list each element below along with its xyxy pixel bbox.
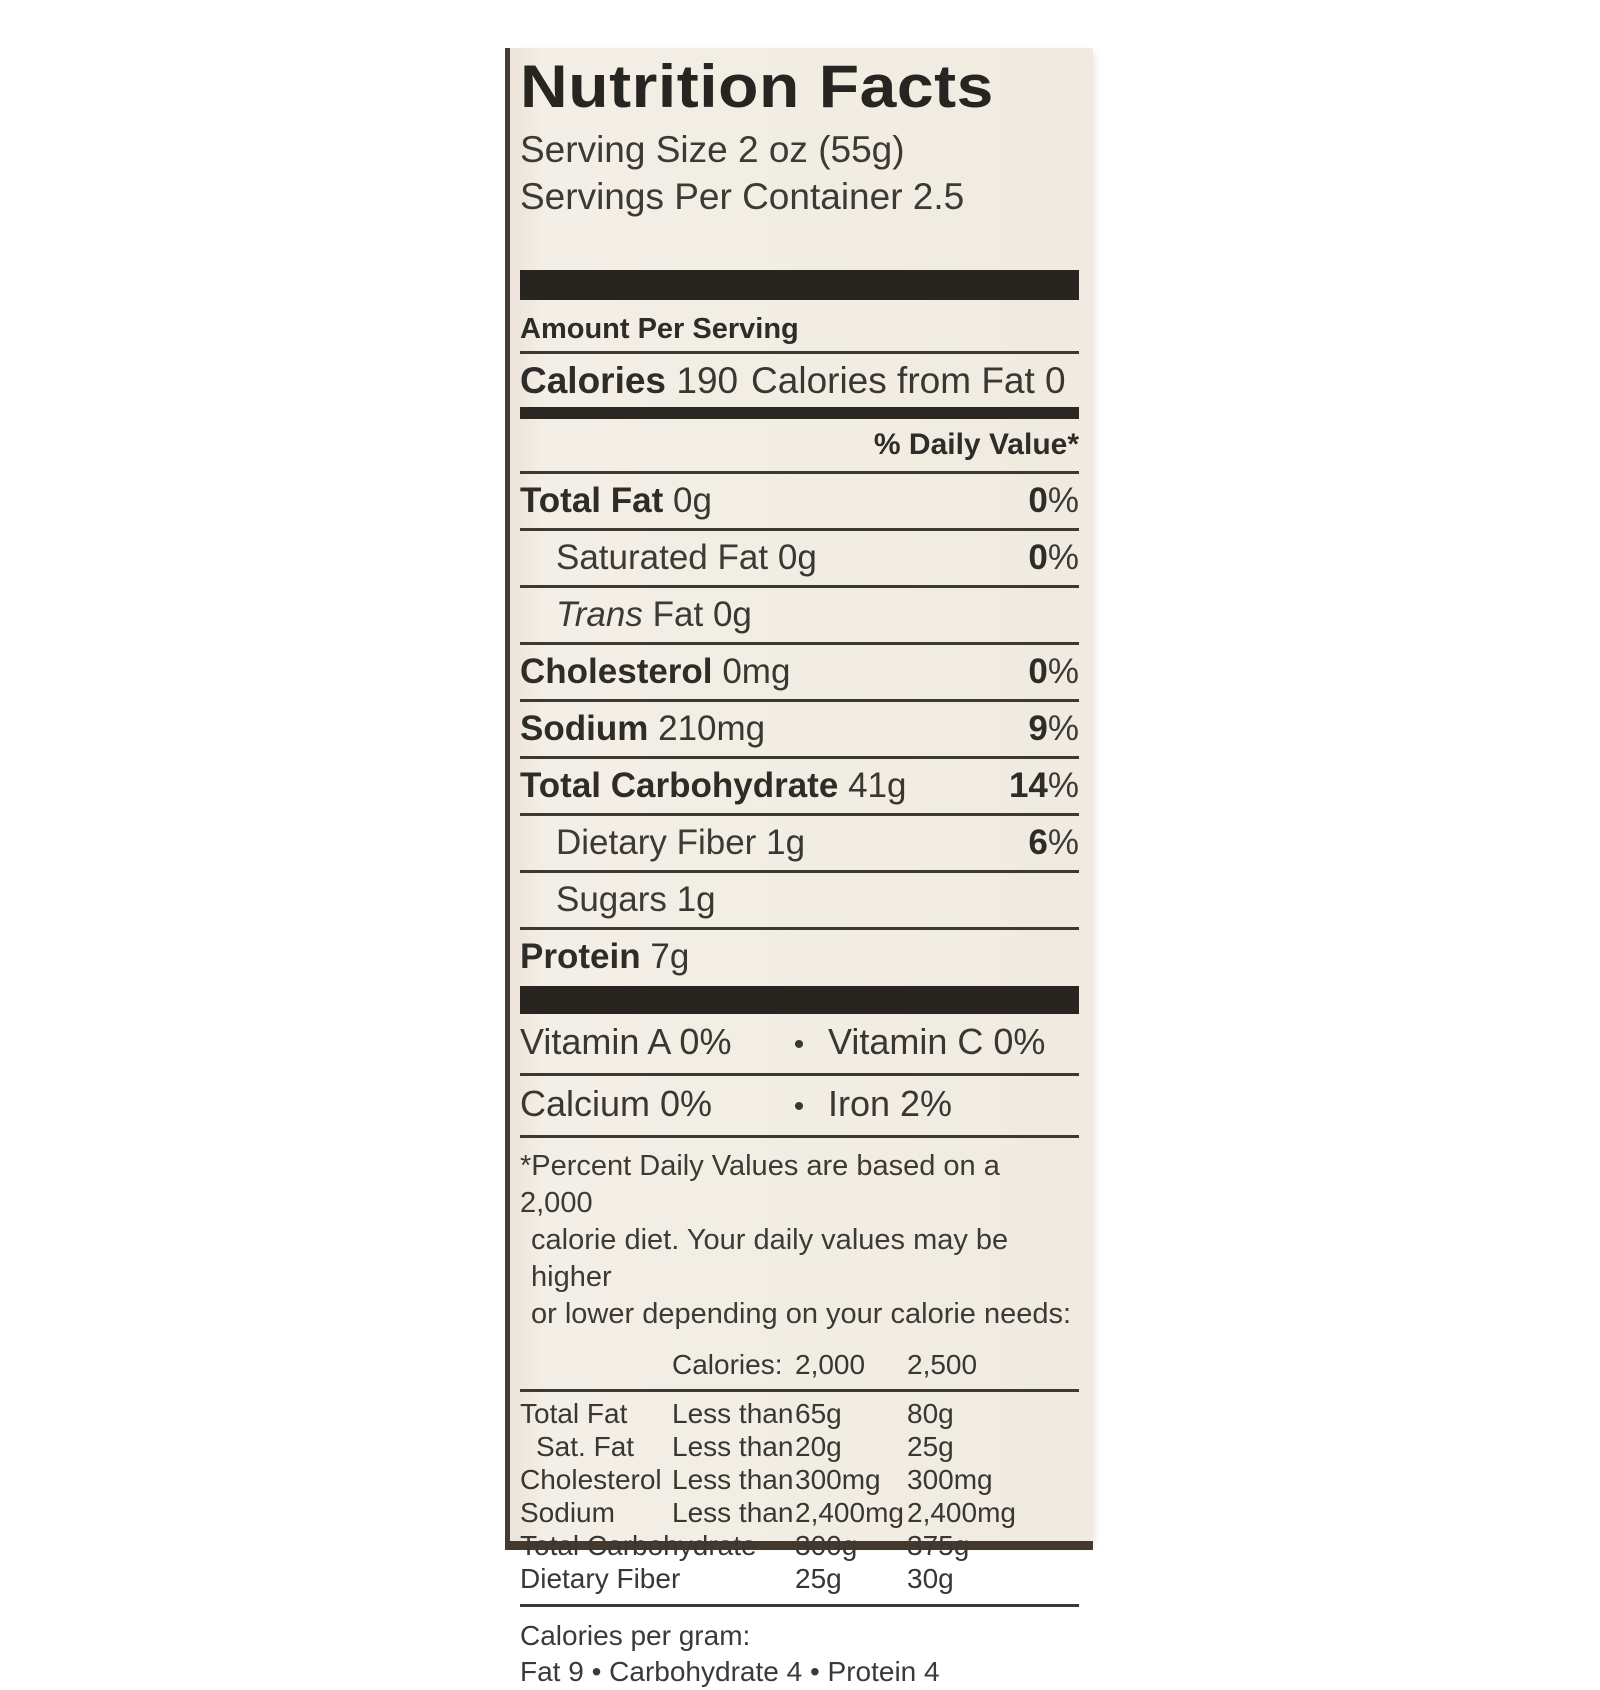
nutrient-amount: 0g [777,538,817,577]
vitamin-row-calcium-iron: Calcium 0% • Iron 2% [520,1076,1079,1138]
nutrient-name: Sugars [556,880,667,919]
nutrition-facts-label: Nutrition Facts Serving Size 2 oz (55g) … [505,48,1093,1687]
calories-per-gram-title: Calories per gram: [520,1620,751,1651]
nutrient-name: Total Fat [520,481,664,520]
nutrient-amount: 1g [676,880,716,919]
nutrient-name: Saturated Fat [556,538,769,577]
photo-background: { "label": { "title": "Nutrition Facts",… [505,48,1093,1687]
nutrient-dv: 0 [1028,538,1048,577]
nutrient-dv: 9 [1028,709,1048,748]
nutrient-name-italic: Trans [556,595,643,634]
ref-col-2500: 2,500 [907,1349,978,1380]
ref-row-sat-fat: Sat. Fat Less than 20g 25g [536,1431,954,1462]
serving-size: Serving Size 2 oz (55g) [520,129,905,170]
nutrient-row-sodium: Sodium 210mg 9% [520,702,1079,759]
bullet-icon: • [793,1090,805,1123]
nutrient-name: Sodium [520,709,649,748]
nutrient-row-protein: Protein 7g [520,930,1079,984]
footnote-line-1: *Percent Daily Values are based on a 2,0… [520,1150,1000,1219]
separator-bar-middle [520,986,1079,1014]
nutrient-name: Fat [642,595,704,634]
nutrient-amount: 41g [848,766,907,805]
vitamin-a: Vitamin A 0% [520,1021,732,1062]
calories-per-gram: Calories per gram: Fat 9 • Carbohydrate … [520,1607,1079,1690]
ref-row-dietary-fiber: Dietary Fiber 25g 30g [520,1563,954,1594]
ref-row-total-carbohydrate: Total Carbohydrate 300g 375g [520,1530,970,1561]
serving-info: Serving Size 2 oz (55g) Servings Per Con… [520,126,1079,220]
nutrient-row-total-fat: Total Fat 0g 0% [520,474,1079,531]
nutrient-amount: 1g [766,823,806,862]
nutrient-dv: 0 [1028,481,1048,520]
nutrient-row-cholesterol: Cholesterol 0mg 0% [520,645,1079,702]
nutrient-row-trans-fat: Trans Fat 0g [520,588,1079,645]
ref-calories-label: Calories: [672,1349,783,1380]
ref-row-sodium: Sodium Less than 2,400mg 2,400mg [520,1497,1016,1528]
iron: Iron 2% [828,1083,953,1124]
calories-per-gram-values: Fat 9 • Carbohydrate 4 • Protein 4 [520,1656,940,1687]
vitamin-row-a-c: Vitamin A 0% • Vitamin C 0% [520,1014,1079,1076]
calcium: Calcium 0% [520,1083,713,1124]
ref-col-2000: 2,000 [795,1349,866,1380]
calories-from-fat: Calories from Fat 0 [751,360,1066,401]
label-title: Nutrition Facts [520,53,994,120]
amount-per-serving: Amount Per Serving [520,300,1079,354]
footnote: *Percent Daily Values are based on a 2,0… [520,1138,1079,1333]
nutrient-dv: 0 [1028,652,1048,691]
nutrient-name: Cholesterol [520,652,713,691]
ref-row-cholesterol: Cholesterol Less than 300mg 300mg [520,1464,993,1495]
nutrient-name: Dietary Fiber [556,823,757,862]
ref-row-total-fat: Total Fat Less than 65g 80g [520,1398,954,1429]
nutrient-amount: 0g [712,595,752,634]
separator-bar-medium [520,407,1079,419]
bullet-icon: • [793,1028,805,1061]
nutrient-dv: 6 [1028,823,1048,862]
nutrient-name: Protein [520,937,641,976]
nutrient-row-dietary-fiber: Dietary Fiber 1g 6% [520,816,1079,873]
nutrient-amount: 0mg [722,652,791,691]
reference-table-header: Calories: 2,000 2,500 [520,1333,1079,1392]
nutrient-amount: 0g [673,481,712,520]
nutrient-row-saturated-fat: Saturated Fat 0g 0% [520,531,1079,588]
nutrient-amount: 7g [650,937,690,976]
nutrient-row-total-carbohydrate: Total Carbohydrate 41g 14% [520,759,1079,816]
footnote-line-2: calorie diet. Your daily values may be h… [531,1224,1009,1293]
calories-value: 190 [676,360,739,401]
nutrient-row-sugars: Sugars 1g [520,873,1079,930]
daily-value-header: % Daily Value* [520,419,1079,474]
nutrient-dv: 14 [1008,766,1048,805]
servings-per-container: Servings Per Container 2.5 [520,176,965,217]
footnote-line-3: or lower depending on your calorie needs… [531,1298,1072,1330]
vitamin-c: Vitamin C 0% [828,1021,1046,1062]
calories-row: Calories 190 Calories from Fat 0 [520,354,1079,407]
reference-table: Total Fat Less than 65g 80g Sat. Fat Les… [520,1392,1079,1607]
nutrient-amount: 210mg [658,709,766,748]
nutrient-name: Total Carbohydrate [520,766,839,805]
calories-label: Calories [520,360,667,401]
separator-bar-top [520,270,1079,300]
